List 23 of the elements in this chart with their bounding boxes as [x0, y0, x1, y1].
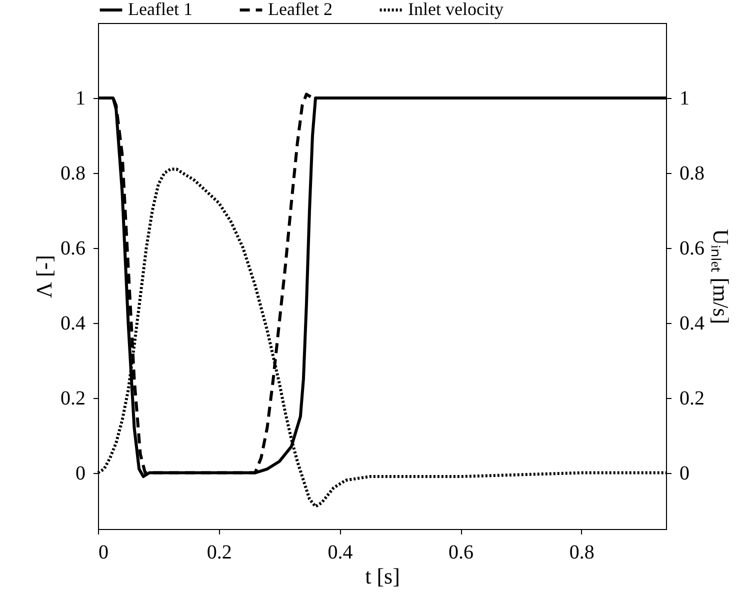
- y2-tick-label: 0.8: [680, 162, 704, 184]
- y2-axis-title: Uᵢₙₗₑₜ [m/s]: [708, 228, 734, 324]
- y-tick-label: 0.8: [60, 162, 86, 184]
- legend-label: Leaflet 1: [128, 0, 192, 19]
- x-tick-label: 0: [98, 542, 108, 564]
- y2-tick-label: 0.4: [680, 312, 704, 334]
- x-tick-label: 0.6: [448, 542, 474, 564]
- y-axis-title: Λ [-]: [32, 255, 56, 298]
- y-tick-label: 0.2: [60, 387, 86, 410]
- y-tick-label: 1: [76, 87, 86, 110]
- x-tick-label: 0.8: [569, 542, 594, 564]
- x-tick-label: 0.4: [328, 542, 353, 564]
- y2-tick-label: 1: [680, 87, 690, 110]
- legend-label: Inlet velocity: [408, 0, 504, 19]
- legend-label: Leaflet 2: [268, 0, 332, 19]
- y-tick-label: 0: [76, 462, 86, 484]
- x-axis-title: t [s]: [365, 564, 400, 588]
- y-tick-label: 0.6: [60, 237, 86, 260]
- x-tick-label: 0.2: [206, 542, 232, 564]
- y2-tick-label: 0.6: [680, 237, 704, 260]
- y-tick-label: 0.4: [60, 312, 86, 334]
- y2-tick-label: 0.2: [680, 387, 704, 410]
- y2-tick-label: 0: [680, 462, 690, 484]
